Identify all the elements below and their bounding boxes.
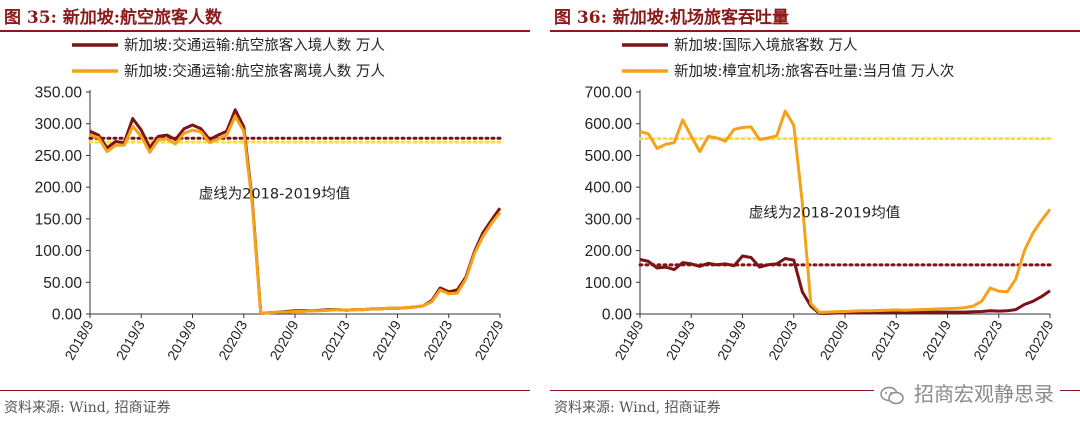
y-tick-label: 50.00 (43, 275, 82, 292)
figure-title-bar: 图 36: 新加坡:机场旅客吞吐量 (550, 0, 1080, 28)
series-line (639, 109, 1052, 314)
y-tick-label: 100.00 (585, 275, 633, 292)
source-divider (0, 390, 530, 391)
x-tick-label: 2021/9 (369, 317, 404, 362)
annotation-label: 虚线为2018-2019均值 (199, 185, 351, 202)
x-tick-label: 2020/9 (816, 317, 851, 362)
x-tick-label: 2020/3 (765, 317, 800, 362)
x-tick-label: 2020/3 (215, 317, 250, 362)
y-tick-label: 200.00 (35, 180, 83, 197)
figure-title: 图 35: 新加坡:航空旅客人数 (4, 8, 223, 28)
x-tick-label: 2019/9 (714, 317, 749, 362)
x-tick-label: 2021/9 (919, 317, 954, 362)
x-tick-label: 2022/3 (420, 317, 455, 362)
x-tick-label: 2019/3 (113, 317, 148, 362)
y-tick-label: 500.00 (585, 148, 633, 165)
title-divider (550, 30, 1080, 32)
source-note: 资料来源: Wind, 招商证券 (554, 400, 721, 416)
x-tick-label: 2018/9 (611, 317, 646, 362)
legend-label: 新加坡:樟宜机场:旅客吞吐量:当月值 万人次 (674, 62, 954, 80)
chart-panel-36: 图 36: 新加坡:机场旅客吞吐量 新加坡:国际入境旅客数 万人新加坡:樟宜机场… (550, 0, 1080, 438)
legend-label: 新加坡:国际入境旅客数 万人 (674, 36, 858, 54)
chart-panel-35: 图 35: 新加坡:航空旅客人数 新加坡:交通运输:航空旅客入境人数 万人 新加坡… (0, 0, 530, 438)
y-tick-label: 200.00 (585, 243, 633, 260)
y-tick-label: 250.00 (35, 148, 83, 165)
x-tick-label: 2022/9 (1021, 317, 1056, 362)
y-tick-label: 600.00 (585, 116, 633, 133)
series-line (89, 114, 502, 315)
x-tick-label: 2018/9 (61, 317, 96, 362)
annotation-label: 虚线为2018-2019均值 (749, 205, 901, 222)
series-line (89, 108, 502, 315)
x-tick-label: 2021/3 (318, 317, 353, 362)
y-tick-label: 400.00 (585, 180, 633, 197)
y-tick-label: 300.00 (585, 211, 633, 228)
figure-title-bar: 图 35: 新加坡:航空旅客人数 (0, 0, 530, 28)
x-tick-label: 2019/3 (663, 317, 698, 362)
x-tick-label: 2020/9 (266, 317, 301, 362)
y-tick-label: 0.00 (602, 307, 633, 324)
watermark: 招商宏观静思录 (873, 376, 1060, 409)
title-divider (0, 30, 530, 32)
legend-label: 新加坡:交通运输:航空旅客入境人数 万人 (124, 36, 385, 54)
y-tick-label: 350.00 (35, 85, 83, 102)
wechat-icon (879, 386, 904, 404)
x-tick-label: 2022/9 (471, 317, 506, 362)
source-note: 资料来源: Wind, 招商证券 (4, 400, 171, 416)
y-tick-label: 0.00 (52, 307, 83, 324)
figure-title: 图 36: 新加坡:机场旅客吞吐量 (554, 8, 790, 28)
x-tick-label: 2019/9 (164, 317, 199, 362)
source-divider (550, 390, 1080, 391)
x-tick-label: 2022/3 (970, 317, 1005, 362)
legend-label: 新加坡:交通运输:航空旅客离境人数 万人 (124, 62, 385, 80)
x-tick-label: 2021/3 (868, 317, 903, 362)
y-tick-label: 100.00 (35, 243, 83, 260)
y-tick-label: 150.00 (35, 211, 83, 228)
y-tick-label: 700.00 (585, 85, 633, 102)
y-tick-label: 300.00 (35, 116, 83, 133)
watermark-text: 招商宏观静思录 (914, 382, 1054, 406)
